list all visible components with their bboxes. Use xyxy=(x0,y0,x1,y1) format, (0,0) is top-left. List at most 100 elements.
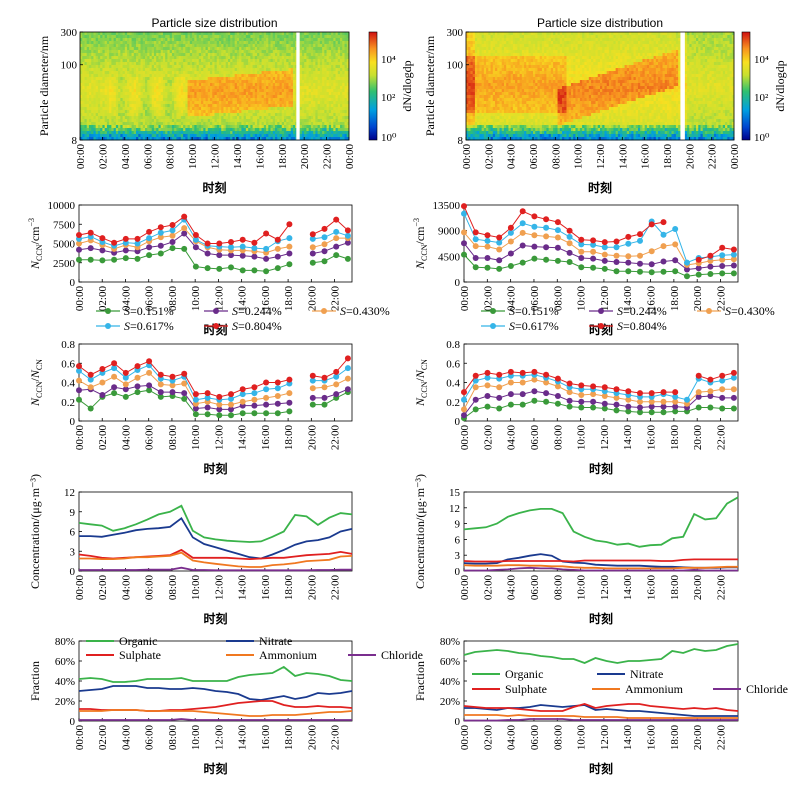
heatmap-cell xyxy=(263,83,267,87)
heatmap-cell xyxy=(187,101,191,105)
heatmap-cell xyxy=(270,35,274,39)
heatmap-cell xyxy=(252,107,256,111)
heatmap-cell xyxy=(86,125,90,129)
heatmap-cell xyxy=(165,128,168,132)
heatmap-cell xyxy=(495,74,498,78)
heatmap-cell xyxy=(104,65,108,69)
heatmap-cell xyxy=(254,122,258,126)
heatmap-cell xyxy=(122,80,126,84)
heatmap-cell xyxy=(479,110,483,114)
heatmap-cell xyxy=(221,80,224,84)
heatmap-cell xyxy=(216,107,220,111)
heatmap-cell xyxy=(171,62,175,66)
heatmap-cell xyxy=(261,89,265,93)
heatmap-cells xyxy=(466,32,735,141)
heatmap-cell xyxy=(497,38,500,42)
heatmap-cell xyxy=(232,98,236,102)
heatmap-cell xyxy=(221,86,224,90)
heatmap-cell xyxy=(492,101,496,105)
heatmap-cell xyxy=(133,116,137,120)
heatmap-cell xyxy=(185,77,188,81)
heatmap-cell xyxy=(178,47,182,51)
heatmap-cell xyxy=(281,65,285,69)
heatmap-cell xyxy=(477,113,480,117)
heatmap-cell xyxy=(486,83,489,87)
heatmap-cell xyxy=(174,56,177,60)
heatmap-cell xyxy=(501,98,505,102)
heatmap-cell xyxy=(328,41,332,45)
heatmap-cell xyxy=(317,68,321,72)
heatmap-cell xyxy=(337,32,341,36)
heatmap-cell xyxy=(474,125,478,129)
heatmap-cell xyxy=(479,38,483,42)
heatmap-cell xyxy=(169,119,173,123)
heatmap-cell xyxy=(102,83,106,87)
heatmap-cell xyxy=(266,116,269,120)
heatmap-cell xyxy=(340,134,343,138)
heatmap-cell xyxy=(97,50,101,54)
heatmap-cell xyxy=(127,71,130,75)
heatmap-cell xyxy=(490,32,494,36)
heatmap-cell xyxy=(331,137,334,141)
heatmap-cell xyxy=(326,41,330,45)
heatmap-cell xyxy=(474,44,478,48)
heatmap-cell xyxy=(250,89,254,93)
heatmap-cell xyxy=(304,104,307,108)
heatmap-cell xyxy=(183,128,186,132)
heatmap-cell xyxy=(319,77,323,81)
heatmap-cell xyxy=(313,44,316,48)
heatmap-cell xyxy=(80,62,83,66)
heatmap-cell xyxy=(80,44,83,48)
heatmap-cell xyxy=(466,62,469,66)
heatmap-cell xyxy=(337,38,341,42)
heatmap-cell xyxy=(234,134,238,138)
heatmap-cell xyxy=(342,65,345,69)
heatmap-cell xyxy=(174,122,177,126)
heatmap-cell xyxy=(88,107,92,111)
heatmap-cell xyxy=(187,104,191,108)
heatmap-cell xyxy=(174,38,177,42)
heatmap-cell xyxy=(225,62,229,66)
heatmap-cell xyxy=(120,41,123,45)
heatmap-cell xyxy=(252,65,256,69)
heatmap-cell xyxy=(118,137,121,141)
heatmap-cell xyxy=(189,95,193,99)
heatmap-cell xyxy=(263,92,267,96)
heatmap-cell xyxy=(180,125,184,129)
heatmap-cell xyxy=(86,131,90,135)
heatmap-cell xyxy=(319,128,323,132)
heatmap-cell xyxy=(153,59,157,63)
heatmap-cell xyxy=(86,53,90,57)
heatmap-cell xyxy=(243,32,247,36)
heatmap-cell xyxy=(133,47,137,51)
heatmap-cell xyxy=(86,77,90,81)
heatmap-cell xyxy=(80,77,83,81)
heatmap-cell xyxy=(160,107,164,111)
heatmap-cell xyxy=(176,59,180,63)
heatmap-cell xyxy=(93,74,97,78)
heatmap-cell xyxy=(167,59,171,63)
heatmap-cell xyxy=(106,122,110,126)
heatmap-cell xyxy=(266,83,269,87)
heatmap-cell xyxy=(283,74,287,78)
heatmap-cell xyxy=(227,38,231,42)
heatmap-cell xyxy=(335,131,339,135)
heatmap-cell xyxy=(180,101,184,105)
heatmap-cell xyxy=(84,68,88,72)
heatmap-cell xyxy=(501,77,505,81)
heatmap-cell xyxy=(102,41,106,45)
heatmap-cell xyxy=(227,32,231,36)
heatmap-cell xyxy=(281,62,285,66)
heatmap-cell xyxy=(223,107,227,111)
heatmap-cell xyxy=(495,32,498,36)
heatmap-cell xyxy=(133,74,137,78)
heatmap-cell xyxy=(124,89,128,93)
heatmap-cell xyxy=(481,35,485,39)
heatmap-cell xyxy=(483,56,487,60)
heatmap-cell xyxy=(194,101,197,105)
heatmap-cell xyxy=(497,56,500,60)
heatmap-cell xyxy=(207,83,211,87)
heatmap-cell xyxy=(169,38,173,42)
heatmap-cell xyxy=(250,35,254,39)
heatmap-cell xyxy=(277,128,280,132)
